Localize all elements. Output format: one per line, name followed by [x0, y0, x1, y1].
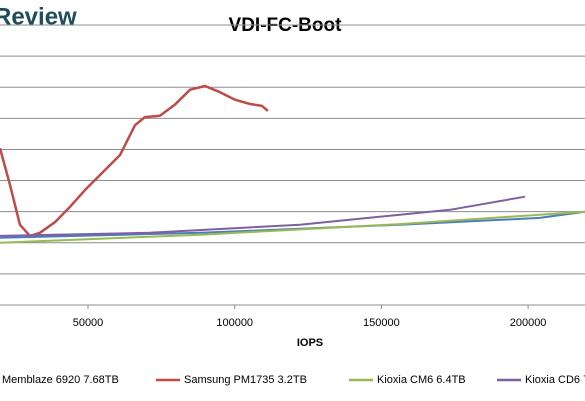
legend-label: Samsung PM1735 3.2TB	[184, 374, 307, 386]
series-line	[0, 195, 526, 237]
x-axis-label: IOPS	[297, 337, 323, 349]
x-tick-label: 150000	[363, 317, 400, 329]
series-line	[0, 84, 269, 238]
x-tick-label: 50000	[73, 317, 104, 329]
legend-label: Kioxia CM6 6.4TB	[377, 374, 466, 386]
x-tick-label: 200000	[510, 317, 547, 329]
chart-title: VDI-FC-Boot	[229, 15, 343, 36]
legend-label: Kioxia CD6 7.68TB	[525, 374, 585, 386]
brand-logo: Review	[0, 3, 77, 30]
x-tick-label: 100000	[216, 317, 253, 329]
series-line	[0, 210, 585, 244]
legend-label: Memblaze 6920 7.68TB	[2, 374, 119, 386]
